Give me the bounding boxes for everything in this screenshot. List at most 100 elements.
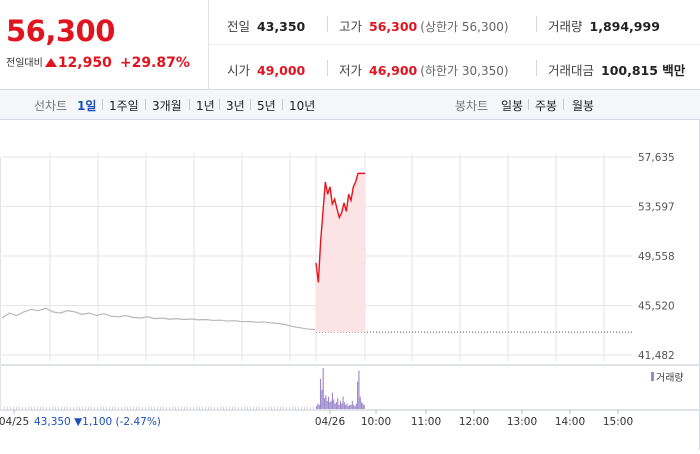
volume-bar [280, 407, 281, 409]
volume-bar [145, 407, 146, 409]
volume-bar [103, 407, 104, 409]
volume-bar [205, 407, 206, 409]
tab-3y[interactable]: 3년 [226, 99, 245, 113]
volume-bar [325, 395, 327, 409]
tab-5y[interactable]: 5년 [257, 99, 276, 113]
volume-bar [349, 404, 351, 409]
volume-bar [166, 407, 167, 409]
volume-bar [94, 407, 95, 409]
volume-bar [253, 407, 254, 409]
volume-bar [329, 402, 331, 409]
volume-bar [229, 407, 230, 409]
volume-bar [157, 407, 158, 409]
volume-bar [298, 407, 299, 409]
x-tick-label: 14:00 [555, 416, 585, 428]
candle-chart-label: 봉차트 [455, 99, 489, 113]
y-tick-label: 45,520 [638, 301, 675, 313]
volume-bar [313, 407, 314, 409]
volume-bar [178, 407, 179, 409]
volume-bar [199, 407, 200, 409]
volume-bar [322, 368, 324, 409]
divider [536, 16, 537, 32]
tab-daily-candle[interactable]: 일봉 [501, 99, 524, 113]
change-percent: +29.87% [119, 55, 190, 71]
volume-bar [238, 407, 239, 409]
volume-bar [190, 407, 191, 409]
volume-bar [88, 407, 89, 409]
volume-bar [73, 407, 74, 409]
y-tick-label: 53,597 [638, 202, 675, 214]
volume-bar [169, 407, 170, 409]
volume-bar [151, 407, 152, 409]
volume-bar [7, 407, 8, 409]
quote-stats: 전일 43,350 고가 56,300 (상한가 56,300) 거래량 1,894,9… [209, 0, 700, 89]
volume-bar [91, 407, 92, 409]
volume-bar [247, 407, 248, 409]
volume-bar [259, 407, 260, 409]
volume-bar [330, 400, 332, 409]
stat-label: 거래대금 [548, 63, 595, 78]
tab-3m[interactable]: 3개월 [152, 99, 182, 113]
volume-bar [265, 407, 266, 409]
price-panel: 56,300 전일대비 12,950 +29.87% [0, 0, 209, 89]
volume-bar [337, 398, 339, 409]
today-area [316, 173, 365, 333]
volume-bar [331, 392, 334, 409]
volume-bar [61, 407, 62, 409]
volume-bar [350, 404, 352, 409]
price-chart-svg[interactable]: 57,635 53,597 49,558 45,520 41,482 거래량 04/25 04… [0, 120, 700, 450]
volume-bar [361, 402, 363, 409]
tab-1y[interactable]: 1년 [196, 99, 215, 113]
volume-bar [202, 407, 203, 409]
volume-bar [241, 407, 242, 409]
divider [250, 99, 251, 110]
volume-bar [82, 407, 83, 409]
x-tick-label: 04/25 [0, 416, 29, 428]
volume-bar [22, 407, 23, 409]
y-tick-label: 49,558 [638, 251, 675, 263]
tab-weekly-candle[interactable]: 주봉 [535, 99, 558, 113]
x-tick-label: 11:00 [411, 416, 441, 428]
volume-bar [353, 404, 355, 409]
volume-bar [55, 407, 56, 409]
volume-bar [343, 402, 345, 409]
volume-bar [316, 406, 318, 409]
volume-bar [351, 400, 353, 409]
volume-legend-swatch [651, 372, 654, 381]
change-value: 12,950 [57, 55, 112, 71]
volume-bar [208, 407, 209, 409]
tab-10y[interactable]: 10년 [289, 99, 316, 113]
volume-bar [244, 407, 245, 409]
stat-value: 100,815 백만 [601, 63, 686, 78]
divider [282, 99, 283, 110]
divider [563, 99, 564, 110]
stat-label: 거래량 [548, 19, 583, 34]
x-tick-label: 15:00 [603, 416, 633, 428]
volume-bar [49, 407, 50, 409]
volume-bar [323, 398, 326, 409]
volume-bar [220, 407, 221, 409]
volume-bar [121, 407, 122, 409]
stat-trade-value: 거래대금 100,815 백만 [548, 60, 685, 79]
volume-bar [292, 407, 293, 409]
price-change: 전일대비 12,950 +29.87% [6, 54, 190, 71]
volume-bar [354, 406, 356, 409]
volume-bar [10, 407, 11, 409]
volume-bar [358, 370, 360, 409]
volume-bar [100, 407, 101, 409]
tab-1w[interactable]: 1주일 [109, 99, 139, 113]
prev-day-change: ▼1,100 (-2.47%) [74, 416, 161, 428]
stat-high: 고가 56,300 (상한가 56,300) [339, 16, 509, 35]
volume-bar [345, 404, 347, 409]
volume-bar [286, 407, 287, 409]
stats-divider [209, 44, 700, 45]
today-line [315, 172, 365, 283]
tab-monthly-candle[interactable]: 월봉 [572, 99, 595, 113]
volume-bar [181, 407, 182, 409]
volume-bar [342, 396, 344, 409]
x-tick-label: 10:00 [361, 416, 391, 428]
stat-sub: (하한가 30,350) [420, 64, 509, 78]
tab-1d[interactable]: 1일 [77, 99, 97, 113]
current-price: 56,300 [6, 14, 115, 48]
volume-bar [127, 407, 128, 409]
